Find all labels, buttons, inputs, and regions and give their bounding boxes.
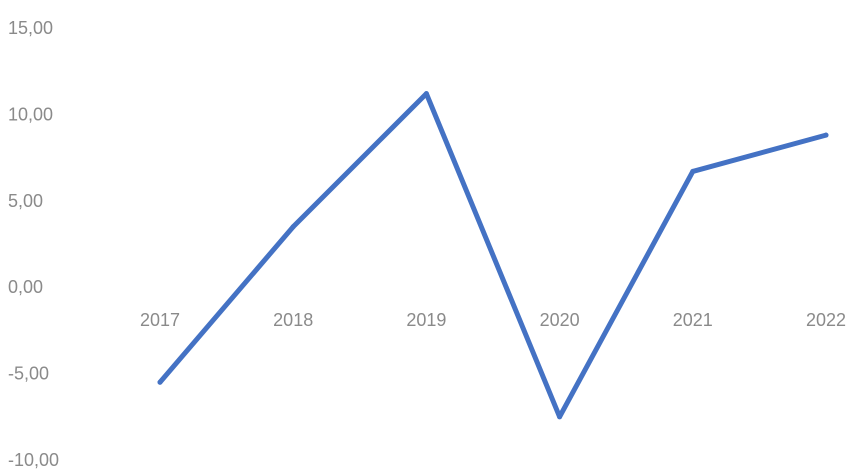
x-axis-ticks: 2017 2018 2019 2020 2021 2022 <box>140 310 846 330</box>
y-tick-label: -10,00 <box>8 450 59 470</box>
series-line <box>157 91 829 420</box>
series-group <box>157 91 829 420</box>
data-point <box>690 168 696 174</box>
x-tick-label: 2021 <box>673 310 713 330</box>
y-tick-label: -5,00 <box>8 364 49 384</box>
x-tick-label: 2022 <box>806 310 846 330</box>
data-point <box>823 132 829 138</box>
x-tick-label: 2020 <box>540 310 580 330</box>
data-point <box>423 91 429 97</box>
y-axis-ticks: 15,00 10,00 5,00 0,00 -5,00 -10,00 <box>8 18 59 470</box>
y-tick-label: 5,00 <box>8 191 43 211</box>
x-tick-label: 2019 <box>406 310 446 330</box>
y-tick-label: 0,00 <box>8 277 43 297</box>
y-tick-label: 10,00 <box>8 104 53 124</box>
data-point <box>557 414 563 420</box>
y-tick-label: 15,00 <box>8 18 53 38</box>
data-point <box>290 224 296 230</box>
data-point <box>157 379 163 385</box>
x-tick-label: 2017 <box>140 310 180 330</box>
x-tick-label: 2018 <box>273 310 313 330</box>
